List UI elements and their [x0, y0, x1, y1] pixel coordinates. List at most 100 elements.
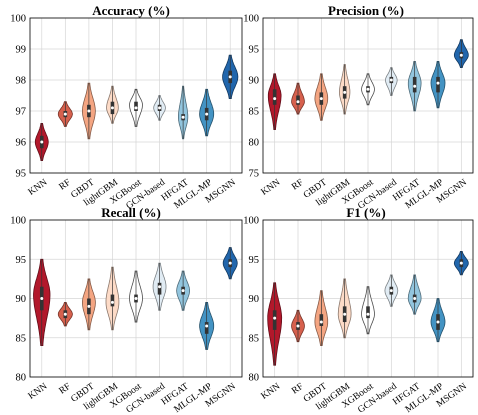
y-tick-label: 90 — [16, 294, 27, 305]
y-tick-label: 98 — [16, 76, 27, 87]
y-tick-label: 100 — [243, 216, 259, 227]
violin-median — [413, 297, 417, 300]
violin-median — [296, 324, 300, 328]
y-tick-label: 99 — [16, 45, 27, 56]
y-tick-label: 95 — [249, 45, 260, 56]
violin-iqr-box — [366, 306, 370, 319]
x-tick-label: KNN — [260, 178, 283, 198]
y-tick-label: 90 — [249, 76, 260, 87]
violin-median — [273, 316, 277, 320]
x-tick-label: RF — [290, 178, 305, 193]
violin-median — [366, 87, 370, 91]
y-tick-label: 100 — [10, 216, 26, 227]
violin-iqr-box — [110, 294, 115, 307]
violin-median — [181, 289, 185, 293]
violin-median — [343, 90, 347, 94]
violin-median — [134, 106, 138, 110]
violin-median — [40, 140, 44, 144]
x-tick-label: RF — [290, 382, 305, 397]
panel-title: Recall (%) — [101, 205, 161, 220]
x-tick-label: KNN — [27, 178, 50, 198]
violin-median — [181, 115, 185, 119]
y-tick-label: 100 — [10, 14, 26, 25]
violin-median — [205, 324, 209, 328]
violin-median — [228, 261, 232, 265]
violin-iqr-box — [296, 95, 300, 105]
violin-median — [63, 112, 67, 116]
violin-iqr-box — [272, 310, 277, 330]
y-ticks: 80 85 90 95 100 — [10, 216, 26, 384]
violin-median — [319, 97, 323, 101]
y-tick-label: 85 — [249, 107, 260, 118]
violin-median — [110, 106, 114, 110]
violin-iqr-box — [204, 322, 209, 334]
violin-layer — [34, 54, 239, 161]
y-tick-label: 75 — [249, 169, 260, 180]
violin-median — [436, 320, 440, 324]
panel-title: Precision (%) — [328, 3, 404, 18]
violin-median — [436, 81, 440, 85]
violin-median — [40, 297, 44, 300]
panel-title: Accuracy (%) — [92, 3, 170, 18]
violin-layer — [267, 39, 469, 130]
y-tick-label: 100 — [243, 14, 259, 25]
plot-frame — [29, 17, 243, 174]
y-ticks: 80 85 90 95 100 — [243, 216, 259, 384]
x-tick-label: KNN — [27, 382, 50, 402]
plot-frame — [262, 219, 474, 378]
y-tick-label: 80 — [16, 373, 27, 384]
x-ticks: KNN RFGBDTlightGBMXGBoostGCN-basedHFGATML… — [260, 381, 469, 415]
violin-median — [228, 75, 232, 79]
violin-layer — [267, 251, 469, 366]
plot-frame — [29, 219, 243, 378]
violin-median — [110, 300, 114, 304]
violin-median — [366, 312, 370, 316]
y-tick-label: 85 — [249, 333, 260, 344]
violin-median — [389, 289, 393, 293]
violin-median — [389, 78, 393, 82]
violin-median — [319, 320, 323, 324]
x-tick-label: RF — [58, 178, 73, 193]
violin-median — [134, 297, 138, 300]
violin-median — [459, 261, 463, 265]
violin-median — [158, 106, 162, 110]
y-tick-label: 95 — [16, 255, 27, 266]
violin-median — [158, 285, 162, 289]
violin-median — [205, 112, 209, 116]
violin-iqr-box — [134, 101, 138, 111]
y-tick-label: 80 — [249, 373, 260, 384]
y-tick-label: 80 — [249, 138, 260, 149]
y-tick-label: 96 — [16, 138, 27, 149]
violin-median — [296, 100, 300, 104]
violin-iqr-box — [412, 76, 417, 93]
x-tick-label: RF — [58, 382, 73, 397]
plot-frame — [262, 17, 474, 174]
y-ticks: 75 80 85 90 95 100 — [243, 14, 259, 180]
violin-median — [413, 84, 417, 88]
violin-median — [87, 304, 91, 308]
y-tick-label: 90 — [249, 294, 260, 305]
y-tick-label: 95 — [249, 255, 260, 266]
violin-iqr-box — [157, 282, 162, 295]
violin-median — [459, 53, 463, 57]
violin-median — [87, 109, 91, 113]
y-ticks: 95 96 97 98 99 100 — [10, 14, 26, 180]
y-tick-label: 95 — [16, 169, 27, 180]
violin-iqr-box — [272, 89, 277, 105]
violin-layer — [33, 247, 238, 350]
violin-iqr-box — [319, 314, 324, 326]
violin-iqr-box — [436, 76, 440, 93]
x-tick-label: KNN — [260, 382, 283, 402]
violin-median — [63, 312, 67, 316]
y-tick-label: 97 — [16, 107, 27, 118]
violin-median — [343, 312, 347, 316]
violin-median — [273, 97, 277, 101]
x-ticks: KNN RFGBDTlightGBMXGBoostGCN-basedHFGATML… — [27, 381, 238, 415]
panel-title: F1 (%) — [346, 205, 385, 220]
y-tick-label: 85 — [16, 333, 27, 344]
